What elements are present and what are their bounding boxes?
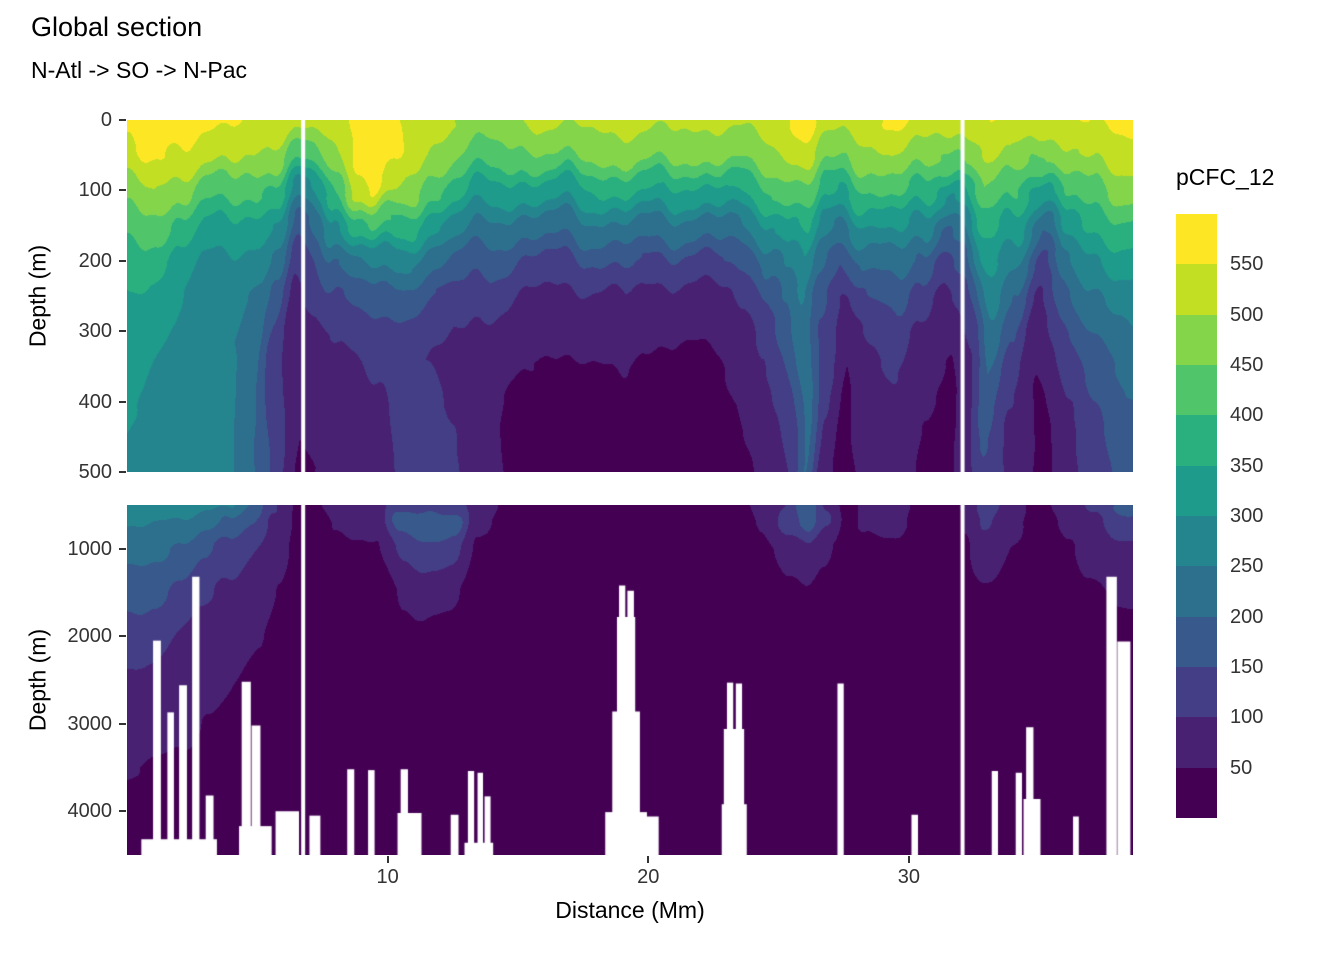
legend-tick-label: 250 — [1230, 555, 1264, 578]
y-tick-label: 2000 — [67, 625, 113, 648]
y-tick-mark — [119, 119, 126, 121]
x-tick-label: 30 — [897, 866, 920, 888]
x-tick-label: 20 — [637, 866, 660, 888]
y-tick-label: 3000 — [67, 712, 113, 735]
y-tick-mark — [119, 259, 126, 262]
y-tick-label: 500 — [78, 461, 112, 483]
legend-colorbar — [1176, 214, 1217, 818]
legend-tick-label: 150 — [1230, 656, 1264, 678]
legend-tick-label: 500 — [1230, 303, 1264, 326]
y-tick-label: 4000 — [67, 800, 113, 823]
legend-color-bin — [1176, 314, 1217, 365]
legend-tick-label: 450 — [1230, 354, 1264, 376]
legend-color-bin — [1176, 214, 1217, 265]
x-tick-mark — [907, 856, 910, 863]
y-tick-mark — [119, 400, 126, 403]
y-tick-mark — [119, 635, 126, 638]
legend-tick-label: 300 — [1230, 505, 1264, 527]
legend-color-bin — [1176, 666, 1217, 718]
legend-tick-label: 100 — [1230, 706, 1264, 729]
y-tick-mark — [119, 330, 126, 333]
legend-tick-label: 200 — [1230, 605, 1264, 628]
legend-tick-label: 350 — [1230, 454, 1264, 477]
chart-title: Global section — [31, 12, 203, 42]
legend-title: pCFC_12 — [1176, 164, 1275, 190]
y-tick-label: 0 — [100, 109, 112, 131]
legend-color-bin — [1176, 767, 1217, 818]
y-tick-mark — [119, 547, 126, 550]
legend-tick-label: 550 — [1230, 253, 1264, 276]
y-tick-mark — [119, 722, 126, 725]
y-tick-mark — [119, 471, 126, 473]
legend-tick-label: 50 — [1230, 756, 1253, 779]
lower-section-heatmap — [127, 505, 1133, 855]
legend-color-bin — [1176, 566, 1217, 617]
legend-color-bin — [1176, 616, 1217, 667]
legend-tick-label: 400 — [1230, 404, 1264, 427]
x-tick-mark — [647, 856, 650, 863]
y-tick-mark — [119, 189, 126, 192]
chart-subtitle: N-Atl -> SO -> N-Pac — [31, 57, 247, 83]
y-tick-label: 300 — [78, 320, 112, 343]
y-tick-label: 100 — [78, 179, 112, 202]
upper-section-heatmap — [127, 120, 1133, 472]
x-tick-label: 10 — [376, 866, 399, 888]
x-axis-title: Distance (Mm) — [555, 897, 705, 923]
y-tick-label: 200 — [78, 249, 112, 272]
legend-color-bin — [1176, 717, 1217, 768]
legend-color-bin — [1176, 364, 1217, 416]
x-tick-mark — [386, 856, 389, 863]
y-tick-label: 400 — [78, 390, 112, 413]
legend-color-bin — [1176, 415, 1217, 466]
y-tick-mark — [119, 810, 126, 813]
legend-color-bin — [1176, 264, 1217, 315]
y-tick-label: 1000 — [67, 537, 113, 560]
legend-color-bin — [1176, 515, 1217, 567]
legend-color-bin — [1176, 465, 1217, 516]
